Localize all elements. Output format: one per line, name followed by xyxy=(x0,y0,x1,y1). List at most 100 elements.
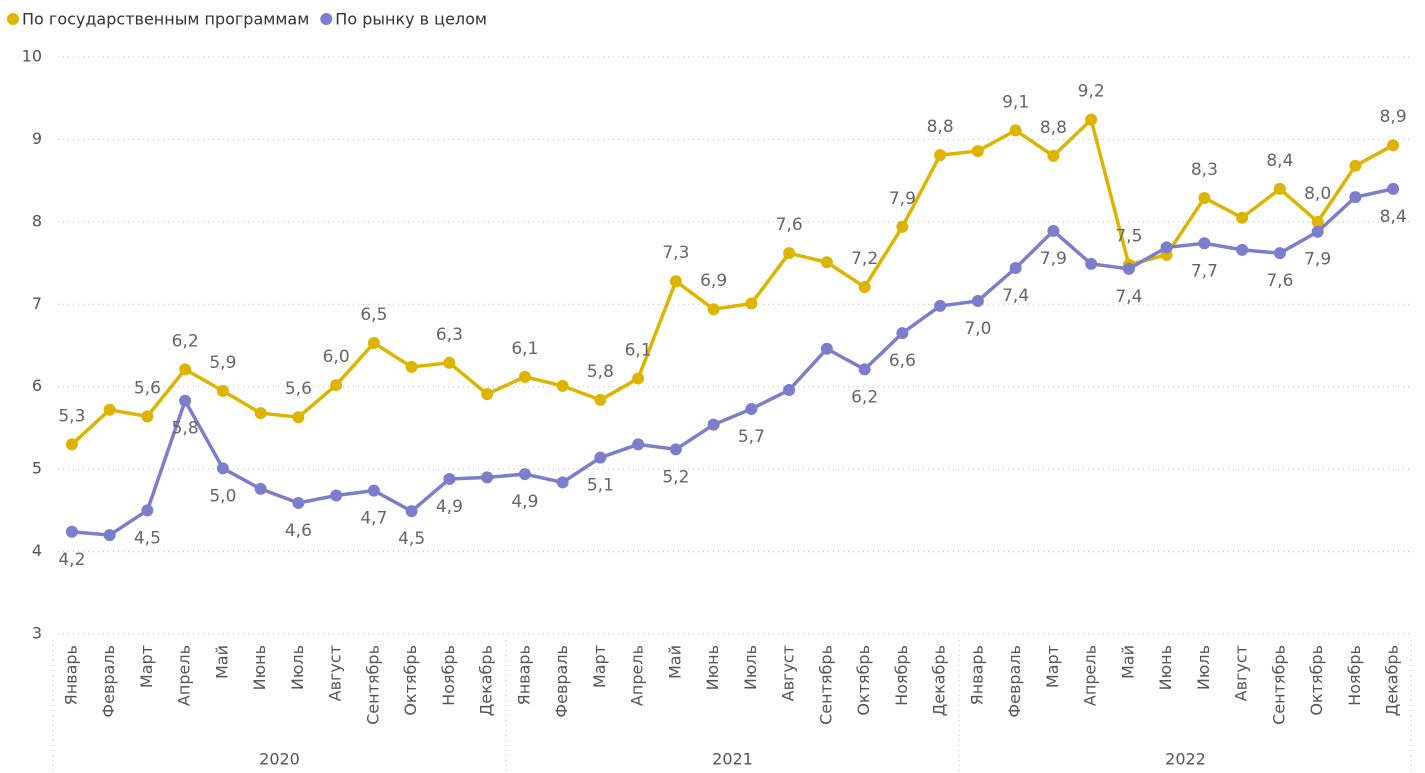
data-point xyxy=(1198,237,1211,250)
data-label: 5,8 xyxy=(172,419,199,439)
x-tick-label: Сентябрь xyxy=(1269,645,1288,725)
data-point xyxy=(1085,257,1098,270)
y-tick-label: 6 xyxy=(32,376,42,395)
data-point xyxy=(556,379,569,392)
data-point xyxy=(1047,149,1060,162)
x-tick-label: Октябрь xyxy=(854,645,873,716)
data-point xyxy=(934,299,947,312)
data-point xyxy=(254,482,267,495)
data-label: 6,2 xyxy=(172,331,199,351)
y-tick-label: 9 xyxy=(32,129,42,148)
data-label: 8,8 xyxy=(1040,118,1067,138)
data-point xyxy=(405,505,418,518)
x-tick-label: Март xyxy=(137,645,156,688)
x-group-label: 2020 xyxy=(259,750,300,769)
data-point xyxy=(1009,124,1022,137)
data-point xyxy=(1009,262,1022,275)
data-label: 4,9 xyxy=(511,492,538,512)
data-label: 8,4 xyxy=(1266,151,1293,171)
data-point xyxy=(1349,159,1362,172)
data-label: 5,3 xyxy=(58,406,85,426)
data-point xyxy=(669,275,682,288)
x-tick-label: Февраль xyxy=(1005,645,1024,718)
data-point xyxy=(103,529,116,542)
x-tick-label: Февраль xyxy=(99,645,118,718)
data-point xyxy=(141,410,154,423)
x-group-label: 2022 xyxy=(1165,750,1206,769)
data-label: 7,4 xyxy=(1115,287,1142,307)
x-tick-label: Август xyxy=(1232,645,1251,701)
x-tick-label: Май xyxy=(1118,645,1137,679)
x-tick-label: Февраль xyxy=(552,645,571,718)
data-label: 5,1 xyxy=(587,476,614,496)
x-tick-label: Сентябрь xyxy=(816,645,835,725)
data-point xyxy=(292,411,305,424)
legend-marker xyxy=(320,13,333,25)
data-label: 4,7 xyxy=(360,509,387,529)
y-tick-label: 10 xyxy=(22,47,42,66)
data-label: 8,8 xyxy=(927,117,954,137)
data-point xyxy=(518,370,531,383)
x-tick-label: Июль xyxy=(741,645,760,690)
x-tick-label: Ноябрь xyxy=(892,645,911,706)
data-point xyxy=(1387,139,1400,152)
data-label: 7,9 xyxy=(1040,249,1067,269)
y-tick-label: 5 xyxy=(32,459,42,478)
data-label: 7,7 xyxy=(1191,261,1218,281)
data-label: 7,2 xyxy=(851,249,878,269)
data-label: 7,9 xyxy=(889,189,916,209)
data-point xyxy=(820,342,833,355)
data-point xyxy=(65,438,78,451)
data-point xyxy=(669,443,682,456)
data-point xyxy=(1273,182,1286,195)
data-point xyxy=(1387,182,1400,195)
x-tick-label: Январь xyxy=(967,645,986,705)
data-label: 4,9 xyxy=(436,497,463,517)
data-label: 5,6 xyxy=(134,378,161,398)
data-point xyxy=(254,407,267,420)
y-tick-label: 8 xyxy=(32,211,42,230)
data-point xyxy=(216,384,229,397)
data-point xyxy=(896,327,909,340)
x-tick-label: Апрель xyxy=(628,645,647,706)
data-label: 6,3 xyxy=(436,325,463,345)
data-point xyxy=(1311,225,1324,238)
data-point xyxy=(1236,243,1249,256)
x-tick-label: Август xyxy=(326,645,345,701)
data-label: 4,2 xyxy=(58,550,85,570)
data-point xyxy=(632,372,645,385)
x-tick-label: Сентябрь xyxy=(363,645,382,725)
legend-label: По рынку в целом xyxy=(335,10,487,29)
data-point xyxy=(443,356,456,369)
y-tick-label: 7 xyxy=(32,294,42,313)
data-label: 6,6 xyxy=(889,351,916,371)
data-label: 4,5 xyxy=(398,529,425,549)
y-tick-label: 3 xyxy=(32,624,42,643)
legend-label: По государственным программам xyxy=(22,10,309,29)
data-label: 8,9 xyxy=(1380,107,1407,127)
legend-marker xyxy=(7,13,19,25)
data-point xyxy=(934,149,947,162)
data-label: 6,1 xyxy=(511,339,538,359)
data-label: 9,1 xyxy=(1002,92,1029,112)
data-point xyxy=(103,403,116,416)
x-tick-label: Июнь xyxy=(1156,645,1175,690)
data-label: 7,0 xyxy=(964,319,991,339)
data-label: 7,4 xyxy=(1002,286,1029,306)
data-point xyxy=(858,280,871,293)
data-label: 9,2 xyxy=(1078,82,1105,102)
data-point xyxy=(179,394,192,407)
data-label: 6,2 xyxy=(851,387,878,407)
data-point xyxy=(745,297,758,310)
data-point xyxy=(1236,211,1249,224)
data-label: 5,9 xyxy=(209,353,236,373)
series-line xyxy=(71,187,1394,537)
data-point xyxy=(330,489,343,502)
data-point xyxy=(1085,113,1098,126)
x-group-label: 2021 xyxy=(712,750,753,769)
data-point xyxy=(707,303,720,316)
data-point xyxy=(896,220,909,233)
data-point xyxy=(745,402,758,415)
data-point xyxy=(783,247,796,260)
data-label: 7,3 xyxy=(662,243,689,263)
